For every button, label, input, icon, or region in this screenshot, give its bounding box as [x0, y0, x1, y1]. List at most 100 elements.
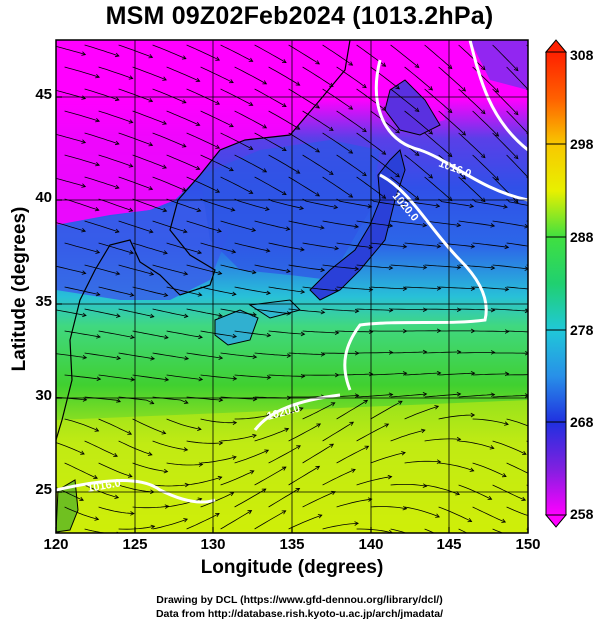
- streamline-arrowhead: [81, 538, 85, 542]
- streamline-arrowhead: [163, 250, 168, 255]
- streamline-arrowhead: [428, 86, 434, 91]
- streamline-arrowhead: [261, 488, 267, 493]
- streamline-arrowhead: [81, 139, 87, 144]
- streamline-arrowhead: [262, 80, 268, 85]
- streamline: [336, 110, 367, 132]
- streamline-arrowhead: [388, 265, 394, 271]
- streamline: [200, 456, 237, 464]
- x-tick-label: 130: [200, 536, 226, 553]
- streamline: [220, 176, 253, 194]
- streamline-arrowhead: [217, 475, 223, 481]
- streamline: [98, 154, 133, 167]
- streamline-arrowhead: [490, 392, 496, 397]
- streamline-arrowhead: [114, 494, 120, 499]
- streamline-arrowhead: [388, 350, 394, 355]
- streamline-arrowhead: [149, 313, 155, 319]
- streamline: [268, 198, 304, 209]
- streamline-arrowhead: [319, 225, 325, 230]
- streamline: [506, 462, 528, 474]
- streamline: [370, 286, 407, 290]
- colorbar-tick-label: 298: [570, 136, 594, 152]
- streamline: [220, 44, 253, 62]
- isobar-line: [468, 40, 528, 152]
- streamline-arrowhead: [116, 398, 121, 403]
- streamline-arrowhead: [198, 334, 203, 340]
- streamline-arrowhead: [218, 355, 224, 360]
- streamline: [118, 352, 155, 360]
- streamline: [356, 394, 393, 398]
- streamline-arrowhead: [422, 392, 428, 397]
- streamline-arrowhead: [127, 473, 133, 478]
- streamline: [234, 198, 270, 210]
- isobar-line: [374, 59, 528, 202]
- streamline-arrowhead: [215, 100, 221, 105]
- streamline-arrowhead: [381, 150, 387, 155]
- streamline-arrowhead: [317, 514, 323, 519]
- streamline: [186, 476, 222, 486]
- streamline-arrowhead: [181, 55, 187, 60]
- streamline-arrowhead: [536, 428, 540, 432]
- streamline-arrowhead: [504, 421, 509, 426]
- streamline: [268, 488, 300, 508]
- streamline-arrowhead: [281, 190, 287, 196]
- streamline: [302, 242, 339, 249]
- streamline-arrowhead: [320, 309, 326, 315]
- streamline: [186, 440, 223, 444]
- streamline: [458, 352, 495, 354]
- streamline-arrowhead: [286, 311, 292, 316]
- streamline: [356, 423, 389, 442]
- streamline: [220, 470, 254, 486]
- streamline: [268, 445, 301, 464]
- streamline-arrowhead: [164, 377, 170, 382]
- colorbar-top-arrow: [544, 39, 568, 53]
- streamline: [526, 528, 528, 530]
- streamline: [288, 264, 325, 271]
- streamline-arrowhead: [248, 189, 254, 194]
- colorbar-bottom-arrow: [544, 514, 568, 528]
- streamline-arrowhead: [395, 84, 400, 90]
- streamline: [132, 374, 169, 381]
- streamline-arrowhead: [487, 495, 493, 500]
- streamline-arrowhead: [503, 204, 508, 209]
- streamline-arrowhead: [537, 516, 541, 520]
- streamline: [404, 506, 440, 518]
- streamline: [302, 402, 335, 420]
- streamline-arrowhead: [422, 349, 428, 355]
- streamline-arrowhead: [569, 431, 573, 435]
- streamline-arrowhead: [149, 271, 155, 276]
- streamline-arrowhead: [414, 107, 420, 113]
- streamline: [302, 443, 334, 464]
- streamline-arrowhead: [422, 222, 428, 228]
- streamline-arrowhead: [114, 228, 120, 234]
- streamline-arrowhead: [436, 243, 442, 249]
- streamline-arrowhead: [231, 291, 237, 297]
- isobar-line: [343, 173, 488, 391]
- streamline-arrowhead: [198, 462, 204, 467]
- streamline: [166, 374, 203, 380]
- streamline-arrowhead: [315, 60, 321, 65]
- streamline: [84, 264, 120, 275]
- streamline: [118, 525, 155, 530]
- streamline-arrowhead: [422, 483, 428, 488]
- streamline: [166, 110, 200, 126]
- streamline: [166, 418, 202, 430]
- streamline: [254, 428, 289, 442]
- streamline-arrowhead: [262, 124, 268, 129]
- streamline: [370, 452, 406, 464]
- streamline: [84, 44, 120, 57]
- streamline-arrowhead: [470, 286, 476, 291]
- streamline: [152, 176, 187, 192]
- cold-continent-region: [56, 40, 350, 225]
- streamline-arrowhead: [469, 467, 475, 472]
- streamline-arrowhead: [524, 393, 528, 398]
- streamline: [336, 286, 373, 291]
- streamline-arrowhead: [218, 397, 224, 403]
- streamline: [322, 132, 353, 154]
- streamline-arrowhead: [428, 130, 434, 135]
- streamline-arrowhead: [329, 443, 335, 448]
- sea-of-japan-region: [200, 140, 380, 280]
- streamline-arrowhead: [354, 224, 360, 229]
- streamline-arrowhead: [494, 132, 500, 137]
- streamline: [424, 308, 461, 311]
- y-tick-label: 45: [35, 86, 52, 103]
